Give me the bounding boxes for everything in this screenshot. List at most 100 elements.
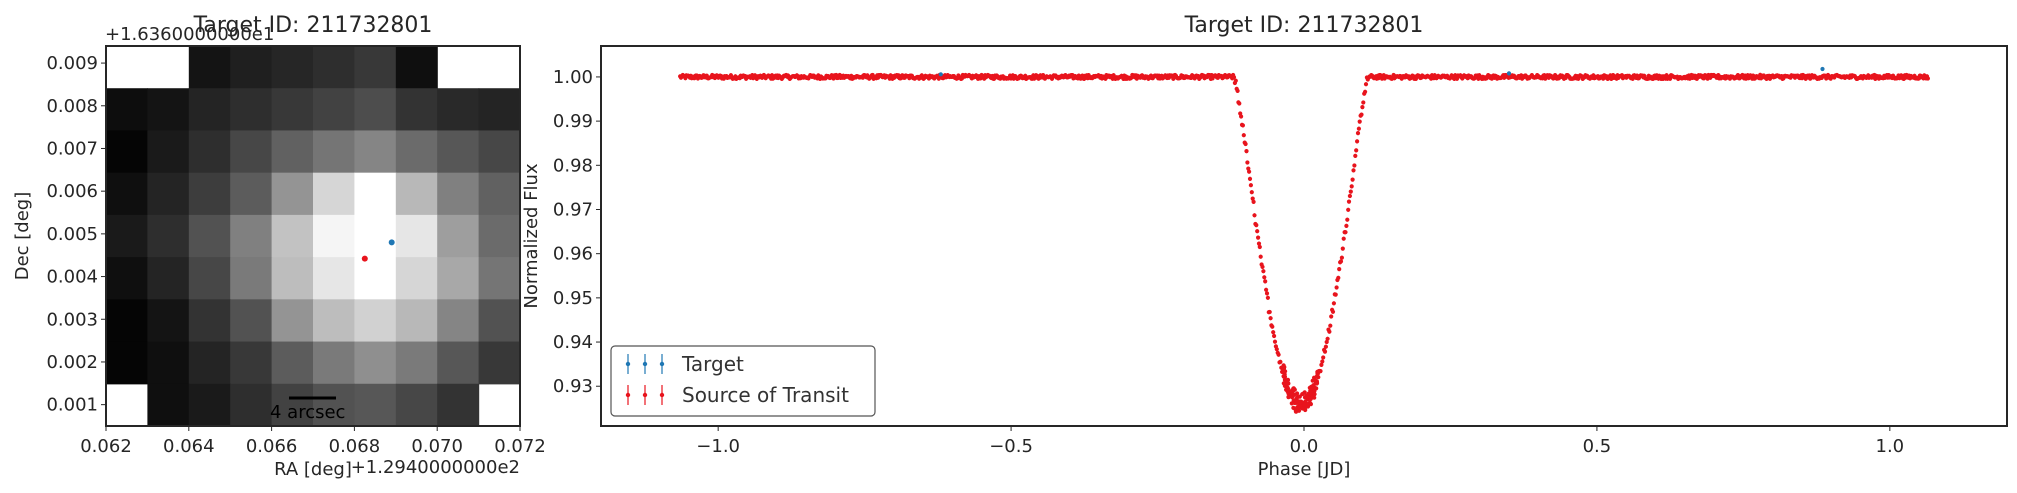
lightcurve-point bbox=[1350, 177, 1355, 182]
lightcurve-point bbox=[1325, 336, 1330, 341]
heatmap-cell bbox=[271, 257, 314, 300]
lightcurve-point bbox=[1360, 105, 1365, 110]
lightcurve-point bbox=[1314, 374, 1319, 379]
heatmap-cell bbox=[354, 341, 397, 385]
lightcurve-point bbox=[1268, 316, 1273, 321]
lightcurve-point bbox=[1331, 301, 1336, 306]
lightcurve-point bbox=[1312, 395, 1317, 400]
lightcurve-title: Target ID: 211732801 bbox=[1184, 13, 1424, 38]
lightcurve-point bbox=[1306, 401, 1311, 406]
lightcurve-point bbox=[1343, 230, 1348, 235]
lightcurve-point bbox=[1272, 339, 1278, 344]
heatmap-y-ticks: 0.001 0.002 0.003 0.004 0.005 0.006 0.007 0.008… bbox=[46, 53, 106, 416]
heatmap-cell bbox=[354, 46, 397, 89]
y-tick-label: 1.00 bbox=[553, 67, 593, 88]
lightcurve-point bbox=[1354, 148, 1359, 153]
heatmap-cell bbox=[188, 341, 231, 385]
heatmap-title: Target ID: 211732801 bbox=[193, 13, 433, 38]
heatmap-axes-frame bbox=[105, 45, 521, 427]
lightcurve-point bbox=[1271, 330, 1276, 335]
heatmap-cell bbox=[188, 299, 231, 343]
lightcurve-point bbox=[1356, 126, 1361, 131]
heatmap-marker bbox=[361, 255, 368, 262]
heatmap-cell bbox=[106, 88, 148, 132]
heatmap-cell bbox=[230, 88, 273, 132]
x-tick-label: 0.062 bbox=[80, 436, 132, 457]
lightcurve-point bbox=[1363, 82, 1369, 87]
heatmap-cell bbox=[106, 130, 148, 174]
heatmap-cell bbox=[354, 299, 397, 343]
lightcurve-point bbox=[1233, 78, 1238, 83]
lightcurve-point bbox=[1344, 223, 1349, 228]
lightcurve-point bbox=[1281, 381, 1286, 386]
lightcurve-point bbox=[1357, 119, 1362, 124]
heatmap-cell bbox=[230, 257, 273, 300]
lightcurve-point bbox=[1322, 349, 1328, 354]
lightcurve-point bbox=[1255, 229, 1260, 234]
heatmap-y-axis-label: Dec [deg] bbox=[12, 192, 33, 281]
lightcurve-point bbox=[1351, 168, 1356, 173]
lightcurve-point bbox=[1330, 309, 1336, 314]
legend-box bbox=[610, 345, 876, 417]
y-tick-label: 0.009 bbox=[46, 53, 98, 74]
heatmap-cell bbox=[271, 88, 314, 132]
lightcurve-point bbox=[1347, 193, 1352, 199]
x-tick-label: 0.066 bbox=[246, 436, 298, 457]
heatmap-cell bbox=[478, 257, 521, 300]
lightcurve-point bbox=[1334, 285, 1339, 290]
lightcurve-point bbox=[1328, 323, 1333, 328]
lightcurve-point bbox=[1327, 329, 1332, 334]
heatmap-marker bbox=[388, 239, 395, 246]
lightcurve-point bbox=[1346, 199, 1352, 204]
lightcurve-point bbox=[1291, 386, 1296, 391]
heatmap-cell bbox=[478, 214, 521, 258]
heatmap-cell bbox=[313, 130, 355, 174]
lightcurve-point bbox=[1337, 267, 1342, 272]
lightcurve-point bbox=[1250, 196, 1255, 201]
y-tick-label: 0.98 bbox=[553, 155, 593, 176]
heatmap-cell bbox=[313, 383, 355, 427]
heatmap-cell bbox=[313, 299, 355, 343]
lightcurve-point bbox=[1361, 100, 1366, 105]
legend-source-label: Source of Transit bbox=[682, 383, 849, 407]
heatmap-cell bbox=[437, 88, 480, 132]
lightcurve-point bbox=[1286, 381, 1291, 386]
heatmap-cell bbox=[147, 130, 190, 174]
heatmap-cell bbox=[106, 257, 148, 300]
heatmap-x-axis-label: RA [deg] bbox=[274, 459, 352, 480]
heatmap-cell bbox=[188, 172, 231, 216]
lightcurve-point bbox=[1294, 407, 1299, 412]
lightcurve-point bbox=[1355, 131, 1361, 136]
heatmap-cell bbox=[147, 383, 190, 427]
lightcurve-point bbox=[1312, 392, 1317, 397]
lightcurve-point bbox=[1282, 377, 1287, 383]
heatmap-cell bbox=[147, 88, 190, 132]
y-tick-label: 0.006 bbox=[46, 181, 98, 202]
lightcurve-point bbox=[1282, 369, 1287, 374]
heatmap-cell bbox=[271, 172, 314, 216]
lightcurve-target-point bbox=[1506, 71, 1512, 76]
heatmap-cell bbox=[313, 46, 355, 89]
heatmap-cell bbox=[313, 172, 355, 216]
heatmap-cell bbox=[437, 172, 480, 216]
heatmap-cell bbox=[271, 214, 314, 258]
scale-bar-label: 4 arcsec bbox=[270, 402, 345, 423]
lightcurve-point bbox=[1925, 76, 1930, 81]
legend-marker bbox=[642, 361, 648, 367]
lightcurve-point bbox=[1252, 213, 1257, 218]
lightcurve-point bbox=[1346, 207, 1351, 212]
heatmap-cell bbox=[188, 130, 231, 174]
heatmap-cell bbox=[313, 214, 355, 258]
lightcurve-point bbox=[1249, 190, 1254, 195]
lightcurve-point bbox=[1668, 76, 1673, 81]
lightcurve-point bbox=[1240, 123, 1245, 128]
lightcurve-point bbox=[1348, 189, 1353, 194]
lightcurve-point bbox=[1256, 235, 1261, 240]
heatmap-cell bbox=[395, 299, 438, 343]
heatmap-cell bbox=[188, 46, 231, 89]
lightcurve-point bbox=[1245, 160, 1250, 165]
heatmap-cell bbox=[271, 130, 314, 174]
heatmap-cell bbox=[271, 46, 314, 89]
lightcurve-point bbox=[1264, 291, 1270, 296]
heatmap-panel: Target ID: 211732801 +1.6360000000e1 4 a… bbox=[12, 13, 546, 480]
